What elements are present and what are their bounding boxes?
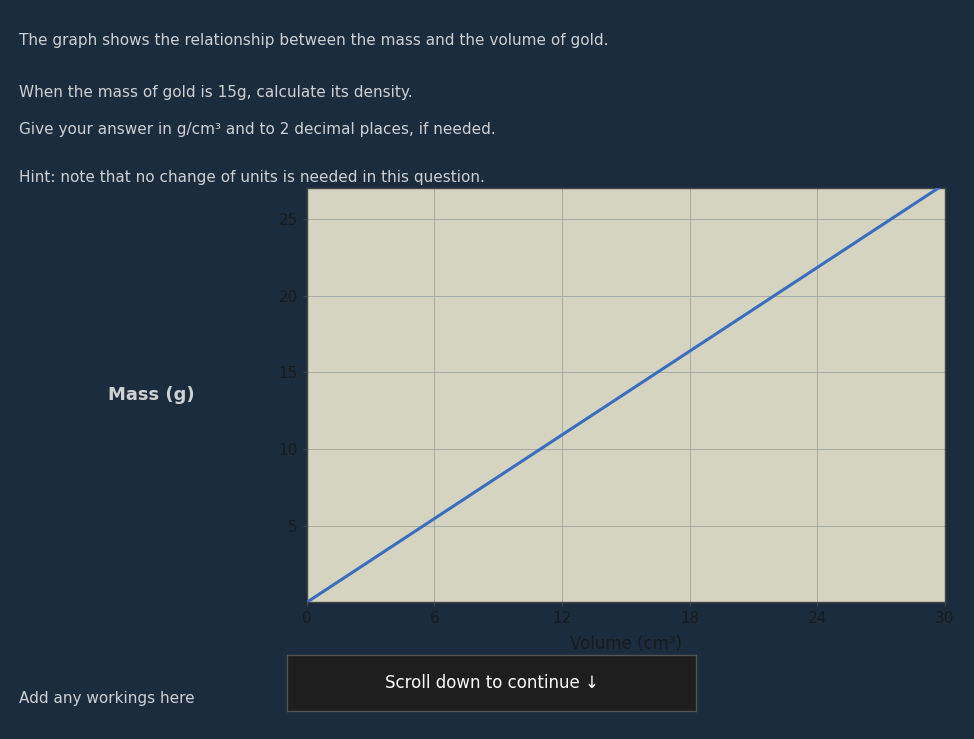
Text: When the mass of gold is 15g, calculate its density.: When the mass of gold is 15g, calculate … bbox=[19, 85, 413, 100]
Text: Mass (g): Mass (g) bbox=[108, 386, 194, 404]
X-axis label: Volume (cm³): Volume (cm³) bbox=[570, 635, 682, 653]
Text: Scroll down to continue ↓: Scroll down to continue ↓ bbox=[385, 674, 599, 692]
Text: The graph shows the relationship between the mass and the volume of gold.: The graph shows the relationship between… bbox=[19, 33, 609, 48]
Text: Give your answer in g/cm³ and to 2 decimal places, if needed.: Give your answer in g/cm³ and to 2 decim… bbox=[19, 122, 496, 137]
Text: Hint: note that no change of units is needed in this question.: Hint: note that no change of units is ne… bbox=[19, 170, 485, 185]
Text: Add any workings here: Add any workings here bbox=[19, 691, 195, 706]
